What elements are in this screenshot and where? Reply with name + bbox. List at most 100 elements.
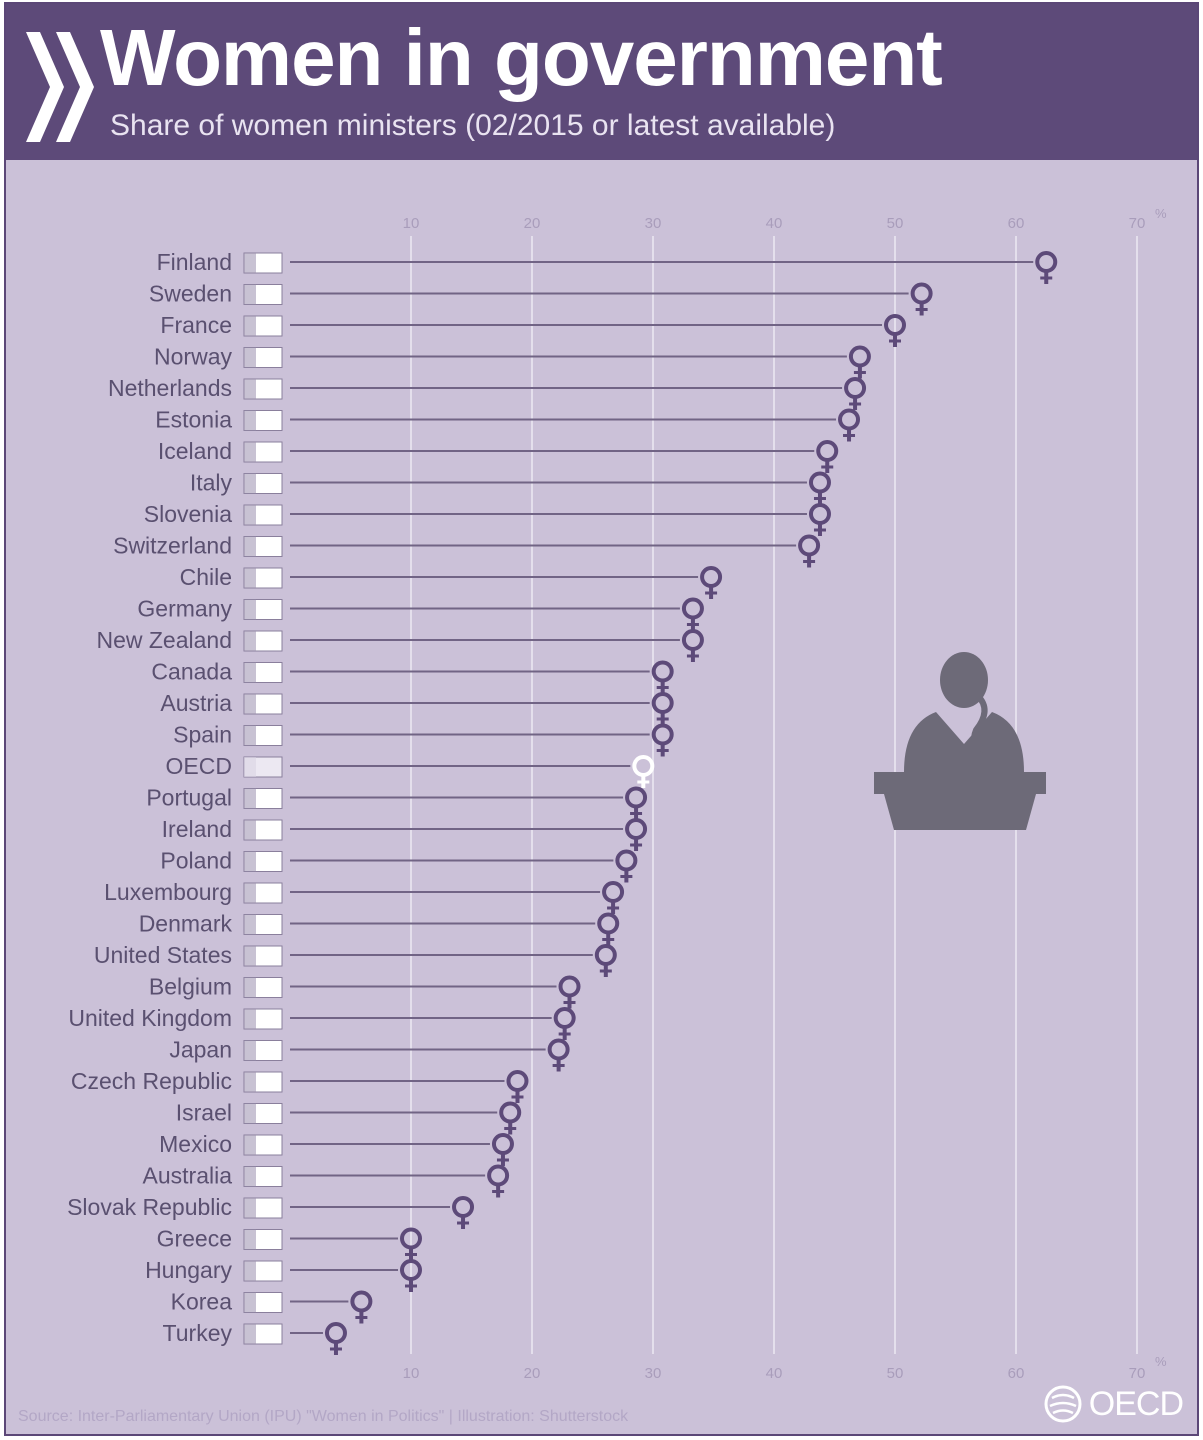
female-marker <box>844 377 867 399</box>
country-label: Austria <box>160 690 232 716</box>
flag-icon-band <box>244 536 256 557</box>
country-label: Netherlands <box>108 375 232 401</box>
tick-label-bottom: 10 <box>403 1365 420 1382</box>
country-label: Chile <box>180 564 232 590</box>
flag-icon-band <box>244 851 256 872</box>
female-marker <box>816 440 839 462</box>
flag-icon-band <box>244 253 256 273</box>
female-marker <box>632 755 655 777</box>
female-marker <box>651 660 674 683</box>
country-label: Finland <box>157 249 232 275</box>
female-marker <box>597 912 620 935</box>
unit-label-bottom: % <box>1155 1354 1167 1369</box>
country-label: United States <box>94 942 232 968</box>
flag-icon-band <box>244 788 256 809</box>
female-marker <box>808 503 831 525</box>
female-marker <box>506 1070 529 1092</box>
flag-icon-band <box>244 568 256 588</box>
female-marker <box>558 975 581 998</box>
flag-icon-band <box>244 820 256 840</box>
country-label: Canada <box>151 659 232 685</box>
country-label: Denmark <box>139 911 233 937</box>
country-label: Czech Republic <box>71 1068 232 1094</box>
female-marker <box>625 786 648 809</box>
flag-icon-band <box>244 1229 256 1250</box>
female-marker <box>487 1164 510 1187</box>
tick-label-top: 50 <box>887 215 904 232</box>
page-subtitle: Share of women ministers (02/2015 or lat… <box>110 109 836 142</box>
country-label: United Kingdom <box>68 1005 232 1031</box>
female-marker <box>491 1133 514 1155</box>
infographic-frame: Women in government Share of women minis… <box>4 2 1199 1436</box>
flag-icon-band <box>244 631 256 651</box>
female-marker <box>452 1196 475 1218</box>
flag-icon-band <box>244 410 256 431</box>
flag-icon-band <box>244 883 256 903</box>
flag-icon-band <box>244 1261 256 1281</box>
tick-label-top: 20 <box>524 215 541 232</box>
flag-icon-band <box>244 977 256 998</box>
country-label: Luxembourg <box>104 879 232 905</box>
country-label: Sweden <box>149 281 232 307</box>
country-label: OECD <box>166 753 232 779</box>
female-marker <box>910 282 933 305</box>
female-marker <box>1035 251 1058 273</box>
tick-label-top: 30 <box>645 215 662 232</box>
female-marker <box>651 723 674 746</box>
flag-icon-band <box>244 694 256 714</box>
speaker-at-podium-icon <box>874 652 1046 830</box>
tick-label-bottom: 30 <box>645 1365 662 1382</box>
tick-label-bottom: 50 <box>887 1365 904 1382</box>
flag-icon-band <box>244 473 256 494</box>
country-label: Spain <box>173 722 232 748</box>
country-label: Portugal <box>146 785 232 811</box>
country-label: Germany <box>137 596 232 622</box>
female-marker <box>324 1322 347 1344</box>
flag-icon-band <box>244 1198 256 1218</box>
female-marker <box>594 944 617 966</box>
female-marker <box>499 1101 522 1124</box>
oecd-globe-icon <box>1044 1385 1082 1423</box>
country-label: Iceland <box>158 438 232 464</box>
flag-icon-band <box>244 284 256 305</box>
female-marker <box>848 345 871 368</box>
lollipop-chart: 10 10 20 20 30 30 40 40 50 50 60 60 70 70%% Finland Swe… <box>67 206 1167 1382</box>
flag-icon-band <box>244 1324 256 1344</box>
header-banner: Women in government Share of women minis… <box>6 4 1197 160</box>
female-marker <box>681 629 704 651</box>
female-marker <box>615 849 638 872</box>
oecd-brand-label: OECD <box>1088 1384 1184 1423</box>
female-marker <box>651 692 674 714</box>
country-label: Poland <box>160 848 232 874</box>
flag-icon-band <box>244 1040 256 1061</box>
female-marker <box>547 1038 570 1061</box>
flag-icon-band <box>244 757 256 777</box>
country-label: Korea <box>171 1289 233 1315</box>
flag-icon-band <box>244 946 256 966</box>
flag-icon-band <box>244 662 256 683</box>
tick-label-top: 40 <box>766 215 783 232</box>
flag-icon-band <box>244 442 256 462</box>
female-marker <box>798 534 821 557</box>
country-label: Turkey <box>163 1320 233 1346</box>
flag-icon-band <box>244 1072 256 1092</box>
tick-label-bottom: 20 <box>524 1365 541 1382</box>
flag-icon-band <box>244 379 256 399</box>
country-label: Belgium <box>149 974 232 1000</box>
country-label: Mexico <box>159 1131 232 1157</box>
source-note: Source: Inter-Parliamentary Union (IPU) … <box>18 1408 629 1425</box>
tick-label-top: 70 <box>1129 215 1146 232</box>
country-label: Switzerland <box>113 533 232 559</box>
country-label: Hungary <box>145 1257 232 1283</box>
female-marker <box>808 471 831 494</box>
country-label: Australia <box>143 1163 233 1189</box>
female-marker <box>625 818 648 840</box>
country-label: France <box>160 312 232 338</box>
female-marker <box>838 408 861 431</box>
flag-icon-band <box>244 1292 256 1313</box>
flag-icon-band <box>244 1103 256 1124</box>
country-label: Japan <box>169 1037 232 1063</box>
tick-label-top: 60 <box>1008 215 1025 232</box>
tick-label-bottom: 70 <box>1129 1365 1146 1382</box>
page-title: Women in government <box>100 13 943 102</box>
